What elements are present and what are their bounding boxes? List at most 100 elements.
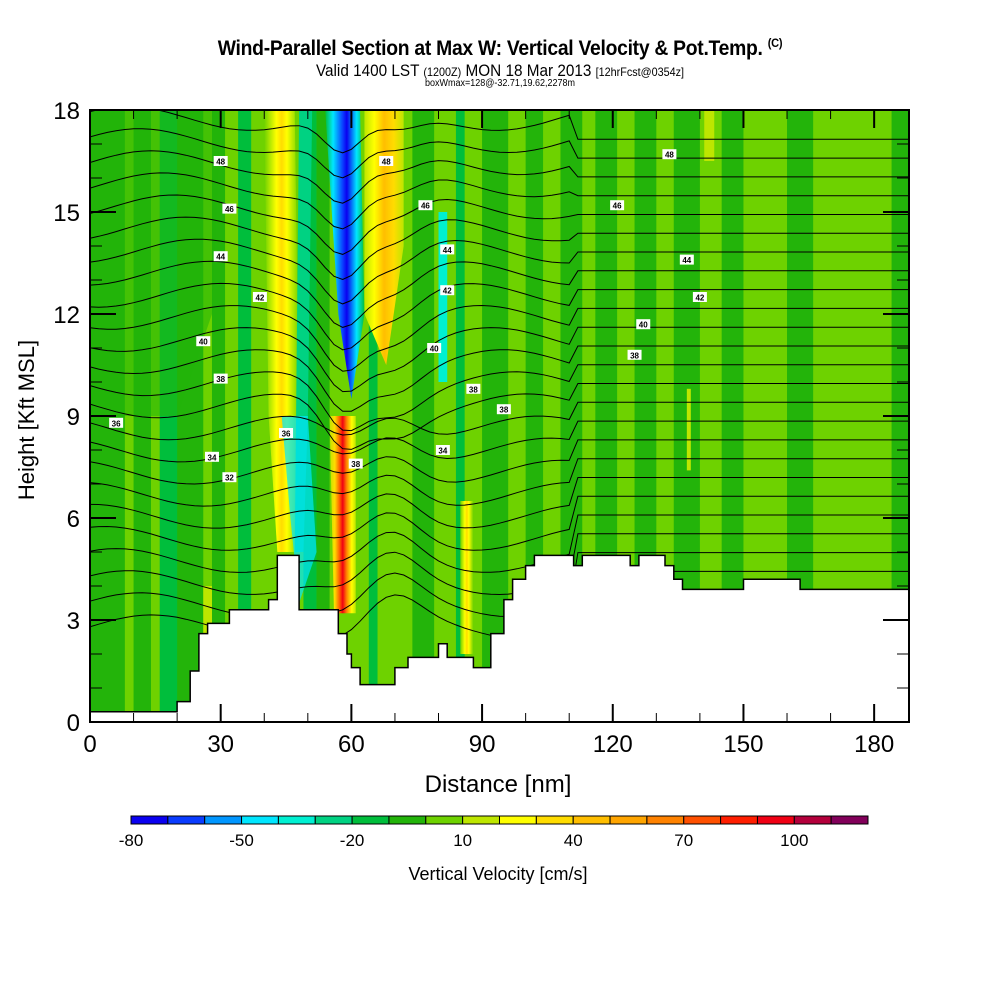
- field-band: [316, 110, 330, 722]
- contour-label-text: 36: [282, 430, 291, 439]
- contour-label-box: [196, 336, 211, 347]
- y-tick-label: 6: [67, 506, 80, 533]
- contour-label: 38: [213, 373, 228, 384]
- colorbar-swatch: [756, 815, 795, 825]
- contour-label: 38: [627, 349, 642, 360]
- contour-label: 38: [496, 404, 511, 415]
- contour-label-text: 34: [438, 447, 447, 456]
- theta-contour: [90, 216, 909, 281]
- theta-contour: [90, 383, 909, 450]
- field-band: [238, 110, 252, 722]
- colorbar-tick-label: 10: [453, 831, 472, 850]
- x-tick-label: 120: [593, 731, 633, 758]
- copyright-mark: (C): [767, 36, 783, 50]
- chart-title-main: Wind-Parallel Section at Max W: Vertical…: [217, 37, 763, 60]
- contour-label-text: 48: [216, 158, 225, 167]
- contour-label-text: 44: [682, 256, 691, 265]
- field-band: [412, 110, 435, 722]
- colorbar-swatch: [462, 815, 500, 825]
- contour-label: 44: [679, 254, 694, 265]
- contour-label-box: [109, 417, 124, 428]
- updraft-streak: [704, 110, 715, 161]
- chart-subtitle: Valid 1400 LST (1200Z) MON 18 Mar 2013 […: [50, 61, 950, 81]
- contour-label: 46: [610, 200, 625, 211]
- valid-utc: (1200Z): [423, 65, 462, 79]
- contour-label-text: 44: [443, 246, 452, 255]
- contour-label-box: [213, 156, 228, 166]
- colorbar-swatch: [241, 815, 279, 825]
- colorbar-tick-label: -80: [119, 831, 144, 850]
- theta-contour: [90, 282, 909, 351]
- contour-label-text: 48: [382, 158, 391, 167]
- box-info: boxWmax=128@-32.71,19.62,2278m: [425, 78, 575, 89]
- contour-label-text: 34: [208, 453, 217, 462]
- y-tick-label: 0: [67, 710, 80, 737]
- contour-label: 42: [440, 285, 455, 296]
- colorbar-swatch: [351, 815, 390, 825]
- colorbar-swatch: [314, 815, 353, 825]
- contour-label-text: 38: [351, 460, 360, 469]
- colorbar-tick-label: -20: [340, 831, 365, 850]
- colorbar-swatch: [720, 815, 758, 825]
- contour-label-text: 42: [695, 294, 704, 303]
- x-tick-label: 90: [469, 731, 496, 758]
- contour-label-box: [213, 251, 228, 262]
- contour-label-box: [466, 383, 481, 394]
- contour-label: 46: [418, 200, 433, 211]
- field-band: [211, 110, 226, 722]
- contour-label: 38: [466, 383, 481, 394]
- colorbar-tick-label: 40: [564, 831, 583, 850]
- contour-label-box: [627, 349, 642, 360]
- theta-contour: [90, 238, 909, 305]
- contour-label: 46: [222, 203, 237, 214]
- contour-label-text: 36: [112, 419, 121, 428]
- contour-label: 44: [213, 251, 228, 262]
- contour-label-box: [679, 254, 694, 265]
- colorbar-swatch: [388, 815, 427, 825]
- contour-label-text: 42: [443, 287, 452, 296]
- contour-label-box: [279, 428, 294, 438]
- contour-label-text: 38: [469, 385, 478, 394]
- y-tick-label: 18: [53, 98, 80, 125]
- contour-label-box: [204, 451, 219, 462]
- updraft-upper: [364, 110, 404, 365]
- contour-label-text: 46: [421, 202, 430, 211]
- contour-label: 40: [427, 343, 442, 354]
- valid-date: MON 18 Mar 2013: [465, 61, 592, 80]
- colorbar-swatch: [793, 815, 832, 825]
- contour-label-box: [440, 244, 455, 255]
- colorbar-swatch: [499, 815, 537, 825]
- colorbar-swatch: [425, 815, 464, 825]
- contour-label-text: 44: [216, 253, 225, 262]
- theta-contour: [90, 150, 909, 204]
- x-tick-label: 60: [338, 731, 365, 758]
- contour-label-box: [348, 458, 363, 469]
- terrain-mask: [89, 554, 910, 723]
- downdraft-core: [325, 110, 365, 399]
- x-axis-label: Distance [nm]: [425, 771, 572, 798]
- contour-label: 36: [279, 428, 294, 439]
- contour-label-box: [222, 472, 237, 483]
- theta-contour: [90, 420, 909, 463]
- contour-label-box: [427, 343, 442, 353]
- contour-label-text: 40: [639, 321, 648, 330]
- contour-label-box: [610, 200, 625, 211]
- x-tick-label: 0: [83, 731, 96, 758]
- contour-label-box: [222, 203, 237, 214]
- contour-label-text: 38: [216, 375, 225, 384]
- contour-labels: 48 46 44 42 40 38 36 36 34 32 38 48 46 44 42 40 38 38 34 48…: [109, 149, 707, 483]
- contour-label-text: 40: [430, 345, 439, 354]
- colorbar-swatch: [204, 815, 243, 825]
- theta-contour: [90, 458, 909, 507]
- contour-label-box: [213, 373, 228, 384]
- colorbar-swatch: [572, 815, 611, 825]
- chart-title: Wind-Parallel Section at Max W: Vertical…: [40, 36, 960, 61]
- forecast-info: [12hrFcst@0354z]: [595, 65, 685, 79]
- contour-label-box: [636, 319, 651, 330]
- colorbar-swatch: [830, 815, 869, 825]
- colorbar-tick-label: 70: [674, 831, 693, 850]
- downdraft-right: [438, 212, 448, 382]
- y-tick-label: 9: [67, 404, 80, 431]
